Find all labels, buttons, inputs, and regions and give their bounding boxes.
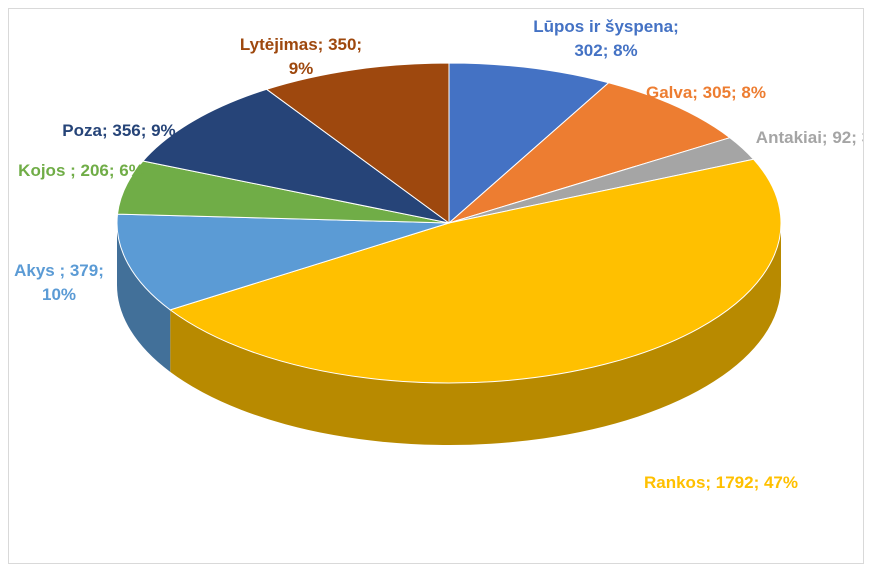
data-label: Antakiai; 92; 3% [755, 128, 863, 147]
data-label: Galva; 305; 8% [645, 83, 766, 102]
slice [448, 62, 610, 225]
slice [265, 62, 450, 224]
data-label: Rankos; 1792; 47% [643, 473, 799, 492]
chart-area: Lūpos ir šyspena; 302; 8% Galva; 305; 8% A… [8, 8, 864, 564]
slice [141, 88, 450, 224]
chart [116, 62, 782, 445]
slice [116, 213, 450, 311]
data-label: Lytėjimas; 350; 9% [239, 35, 363, 78]
data-label: Poza; 356; 9% [62, 121, 176, 140]
slice-side [117, 223, 171, 372]
data-label: Akys ; 379; 10% [14, 261, 104, 304]
slice [169, 158, 782, 384]
slice [448, 82, 731, 224]
data-label: Kojos ; 206; 6% [18, 161, 144, 180]
data-label: Lūpos ir šyspena; 302; 8% [533, 17, 679, 60]
slice-side [170, 223, 782, 445]
